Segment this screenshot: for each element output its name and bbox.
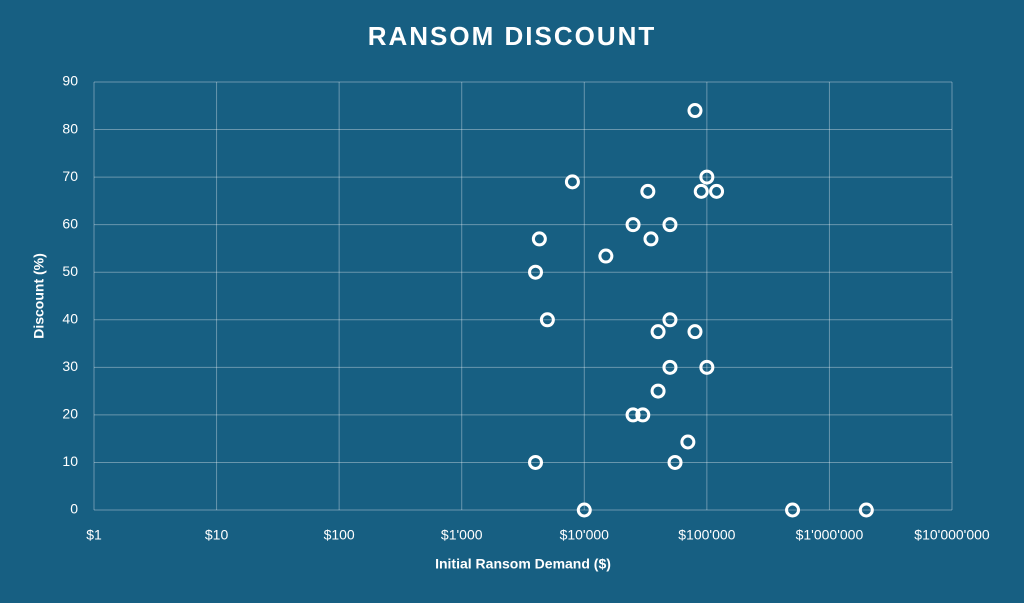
point <box>576 502 592 518</box>
y-tick-label: 60 <box>62 215 78 231</box>
point <box>687 324 703 340</box>
point <box>650 383 666 399</box>
y-tick-label: 40 <box>62 310 78 326</box>
point <box>699 359 715 375</box>
point <box>667 454 683 470</box>
x-tick-label: $100 <box>324 527 355 543</box>
y-tick-label: 70 <box>62 168 78 184</box>
point <box>662 312 678 328</box>
x-tick-label: $1'000'000 <box>796 527 864 543</box>
point <box>680 434 696 450</box>
point <box>643 231 659 247</box>
y-tick-label: 50 <box>62 263 78 279</box>
point <box>625 217 641 233</box>
point <box>687 103 703 119</box>
x-tick-label: $1 <box>86 527 102 543</box>
point <box>531 231 547 247</box>
point <box>650 324 666 340</box>
point <box>785 502 801 518</box>
point <box>564 174 580 190</box>
x-axis-title: Initial Ransom Demand ($) <box>435 556 611 572</box>
point <box>625 407 641 423</box>
y-tick-label: 80 <box>62 120 78 136</box>
point <box>699 169 715 185</box>
x-tick-label: $1'000 <box>441 527 483 543</box>
point <box>693 183 709 199</box>
y-tick-label: 20 <box>62 406 78 422</box>
point <box>640 183 656 199</box>
y-axis-title: Discount (%) <box>31 253 47 339</box>
y-tick-label: 90 <box>62 73 78 89</box>
x-tick-label: $10'000'000 <box>914 527 990 543</box>
point <box>598 248 614 264</box>
y-tick-label: 30 <box>62 358 78 374</box>
y-tick-label: 0 <box>70 501 78 517</box>
x-tick-label: $10'000 <box>560 527 610 543</box>
point <box>528 264 544 280</box>
x-tick-label: $10 <box>205 527 229 543</box>
point <box>858 502 874 518</box>
x-tick-label: $100'000 <box>678 527 735 543</box>
y-tick-label: 10 <box>62 453 78 469</box>
point <box>709 183 725 199</box>
point <box>662 217 678 233</box>
chart-title: RANSOM DISCOUNT <box>368 21 657 51</box>
point <box>539 312 555 328</box>
point <box>662 359 678 375</box>
point <box>635 407 651 423</box>
point <box>528 454 544 470</box>
